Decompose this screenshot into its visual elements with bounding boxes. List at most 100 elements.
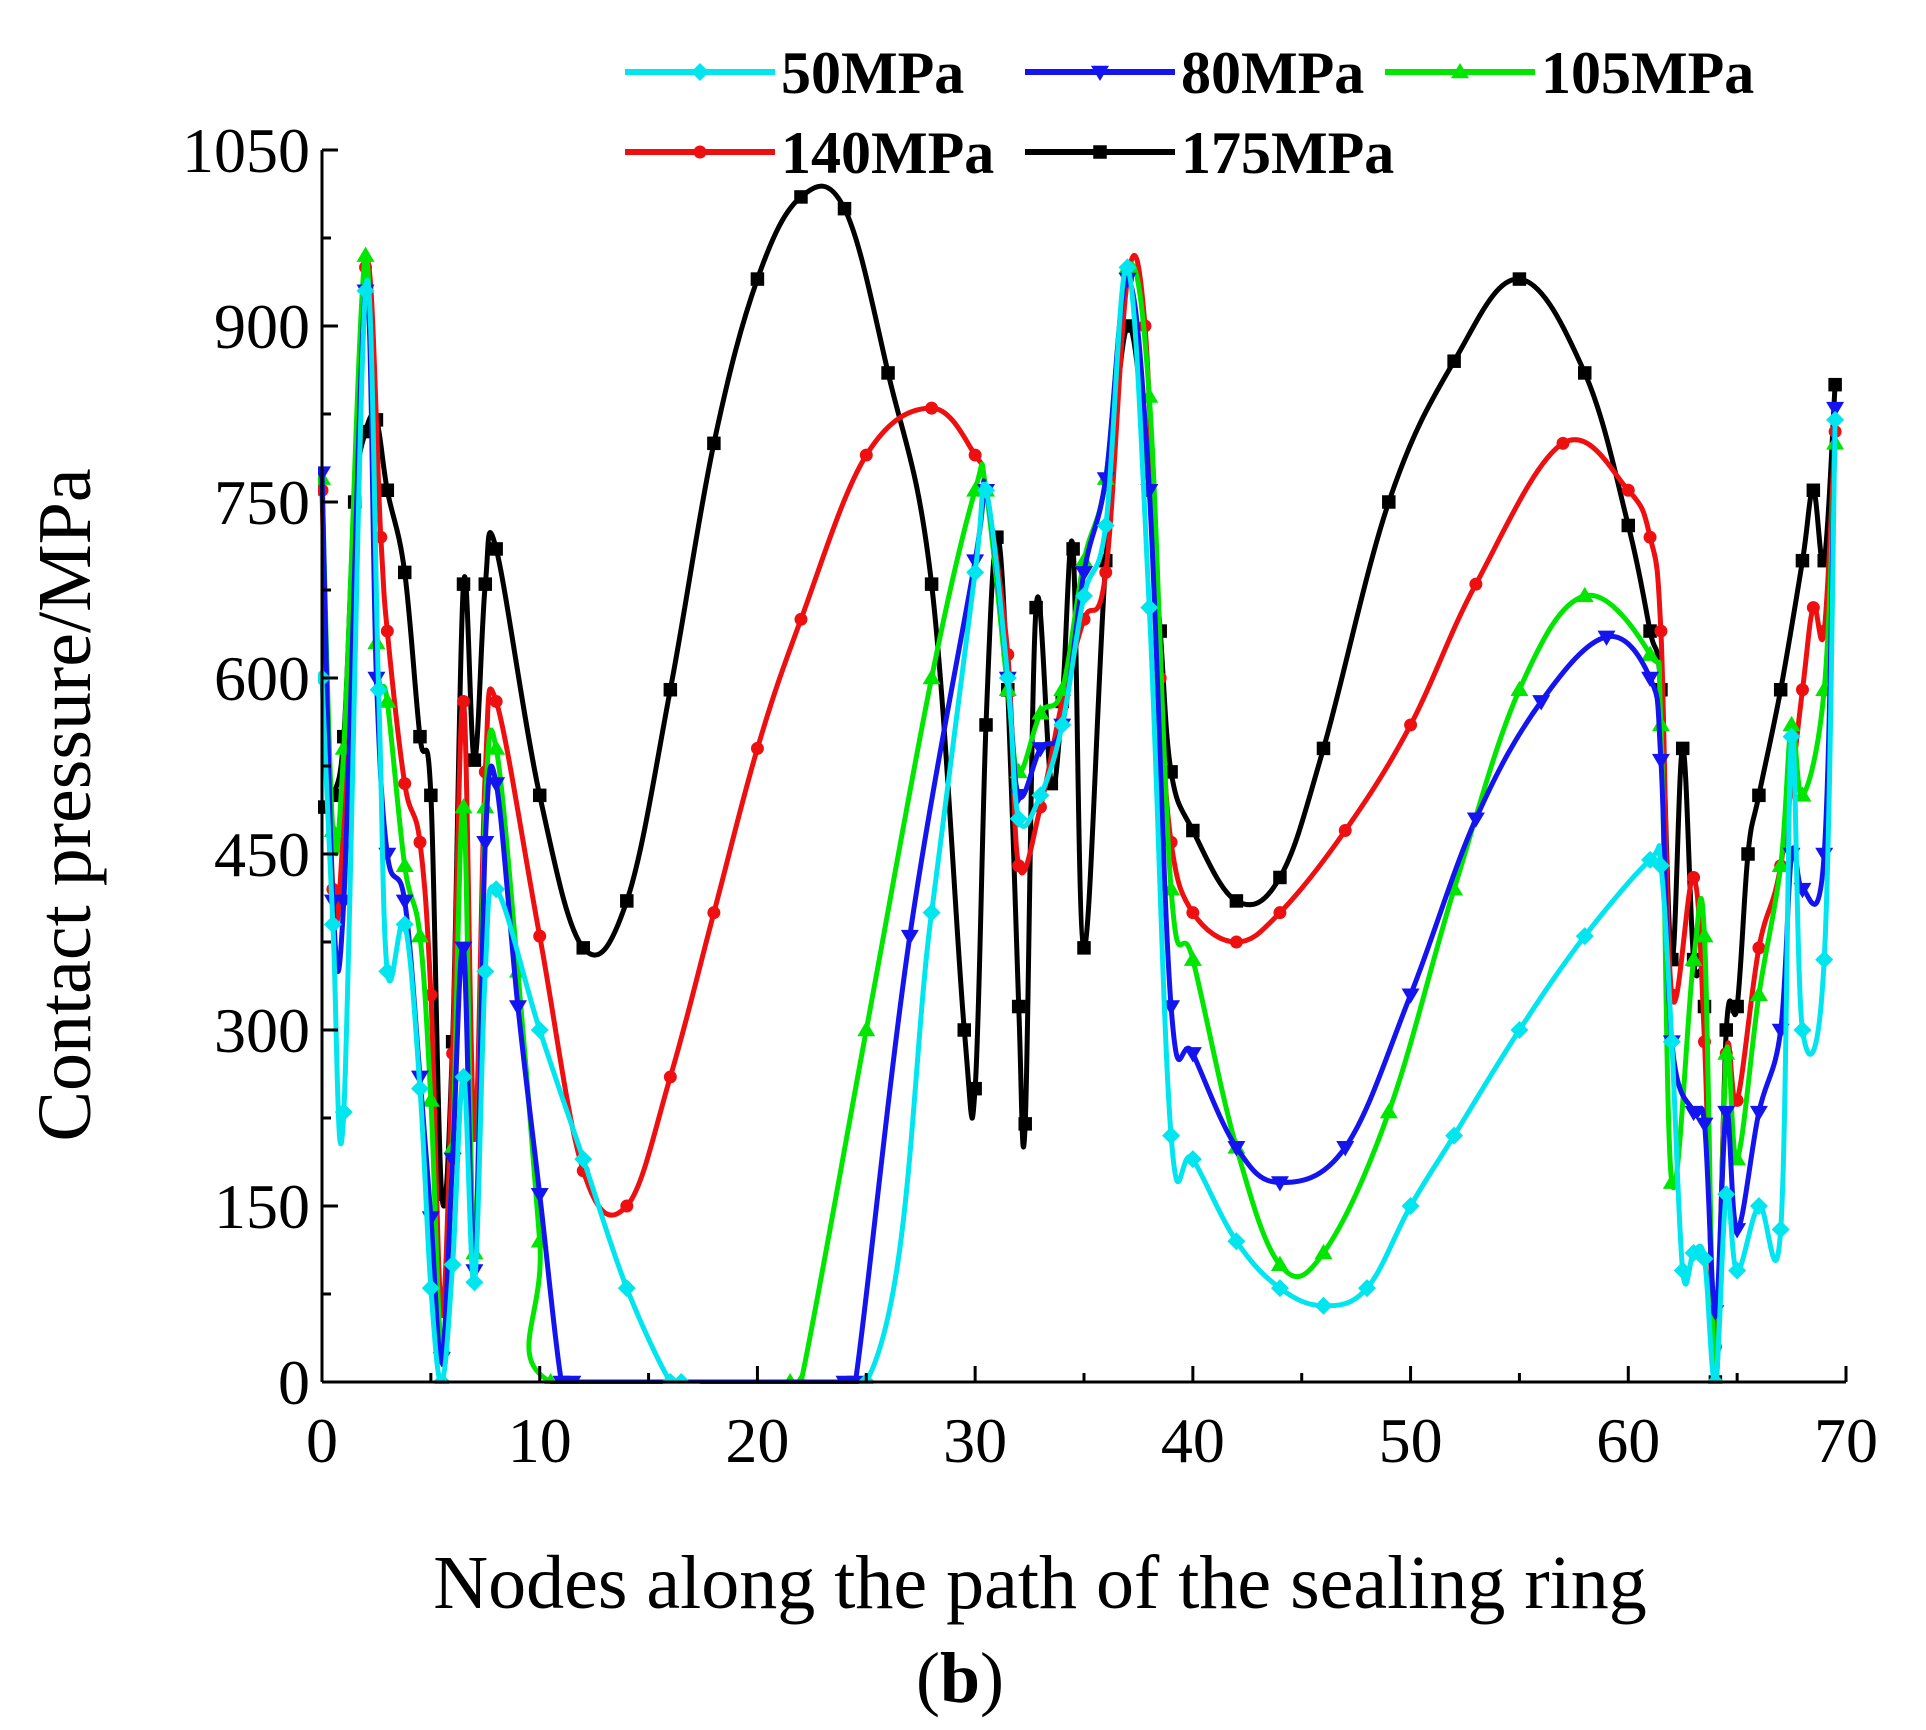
data-point — [1229, 935, 1243, 949]
y-tick-label: 600 — [214, 643, 310, 714]
data-point — [530, 1187, 549, 1204]
x-tick-label: 60 — [1596, 1405, 1660, 1476]
data-point — [443, 1255, 462, 1274]
y-tick-label: 1050 — [182, 115, 310, 186]
data-point — [1728, 1261, 1747, 1280]
data-point — [1140, 598, 1159, 617]
data-point — [900, 929, 919, 946]
data-point — [957, 1023, 972, 1037]
data-point — [1066, 542, 1080, 556]
data-point — [397, 565, 412, 580]
data-point — [1752, 941, 1766, 955]
legend-item: 105MPa — [1385, 40, 1754, 106]
data-point — [663, 682, 678, 697]
data-point — [1749, 985, 1768, 1002]
data-point — [1575, 586, 1594, 603]
legend-label: 105MPa — [1541, 40, 1754, 106]
data-point — [1621, 483, 1635, 497]
data-point — [1651, 753, 1670, 770]
data-point — [663, 1070, 677, 1084]
data-point — [1029, 600, 1043, 615]
data-point — [1719, 1023, 1734, 1037]
data-point — [323, 915, 342, 934]
data-point — [1730, 999, 1744, 1014]
data-point — [1186, 906, 1200, 920]
data-point — [487, 880, 506, 899]
data-point — [1183, 1150, 1202, 1169]
data-point — [707, 436, 721, 451]
data-point — [968, 448, 982, 462]
data-point — [1510, 1021, 1529, 1039]
data-point — [454, 1067, 473, 1086]
data-point — [1077, 941, 1091, 955]
data-point — [395, 915, 414, 934]
legend-label: 80MPa — [1181, 40, 1364, 106]
data-point — [1183, 1047, 1202, 1063]
data-point — [1795, 683, 1809, 697]
data-point — [924, 577, 939, 591]
y-axis-title: Contact pressure/MPa — [23, 468, 107, 1141]
data-point — [424, 788, 438, 803]
legend-item: 140MPa — [625, 120, 994, 186]
data-point — [1806, 483, 1821, 498]
data-point — [489, 542, 503, 556]
data-point — [1009, 809, 1028, 828]
data-point — [1815, 847, 1834, 863]
legend-item: 50MPa — [625, 40, 964, 106]
data-point — [1717, 1105, 1736, 1122]
data-point — [1826, 401, 1845, 418]
data-point — [421, 1279, 440, 1298]
data-point — [1227, 1141, 1246, 1157]
data-point — [1118, 258, 1137, 277]
data-point — [457, 694, 470, 708]
data-point — [966, 563, 985, 582]
series-line — [319, 264, 1838, 1384]
data-point — [620, 1199, 634, 1213]
y-tick-label: 900 — [214, 291, 310, 362]
data-point — [977, 481, 996, 500]
data-point — [476, 962, 495, 981]
data-point — [1075, 586, 1093, 605]
data-point — [1654, 624, 1668, 638]
data-point — [456, 577, 471, 591]
data-point — [1577, 366, 1592, 380]
axis-ticks: 0 10 20 30 40 50 60 70 0 150 300 450 600 750 900 1050 — [182, 115, 1878, 1476]
data-point — [1717, 1044, 1736, 1060]
x-axis-title: Nodes along the path of the sealing ring — [433, 1541, 1647, 1625]
x-tick-label: 30 — [943, 1405, 1007, 1476]
data-point — [1793, 1021, 1812, 1039]
caption-close: ) — [980, 1638, 1004, 1718]
y-tick-label: 150 — [214, 1171, 310, 1242]
data-point — [487, 739, 506, 755]
data-point — [478, 577, 493, 591]
data-point — [1532, 695, 1551, 711]
caption-open: ( — [916, 1638, 940, 1718]
data-point — [1186, 823, 1200, 838]
data-point — [1053, 715, 1072, 734]
axes — [320, 150, 1846, 1384]
data-point — [617, 1279, 636, 1298]
legend-marker — [691, 63, 709, 81]
data-point — [1575, 927, 1594, 946]
data-point — [489, 694, 503, 708]
data-point — [1730, 1093, 1744, 1107]
data-point — [1404, 718, 1418, 732]
legend-item: 175MPa — [1025, 120, 1394, 186]
data-point — [1273, 870, 1287, 885]
data-point — [1597, 630, 1616, 646]
data-point — [1806, 601, 1820, 615]
data-point — [356, 281, 375, 300]
data-point — [1358, 1279, 1377, 1298]
legend-marker — [1091, 65, 1109, 81]
data-point — [1675, 741, 1690, 756]
data-point — [1741, 847, 1755, 861]
plot-area — [318, 183, 1845, 1384]
data-point — [1793, 786, 1812, 802]
data-point — [1164, 765, 1178, 779]
data-point — [1270, 1279, 1289, 1298]
data-point — [1643, 624, 1657, 638]
data-point — [1099, 565, 1113, 579]
data-point — [1512, 272, 1527, 286]
data-point — [1031, 742, 1050, 758]
data-point — [398, 777, 412, 791]
